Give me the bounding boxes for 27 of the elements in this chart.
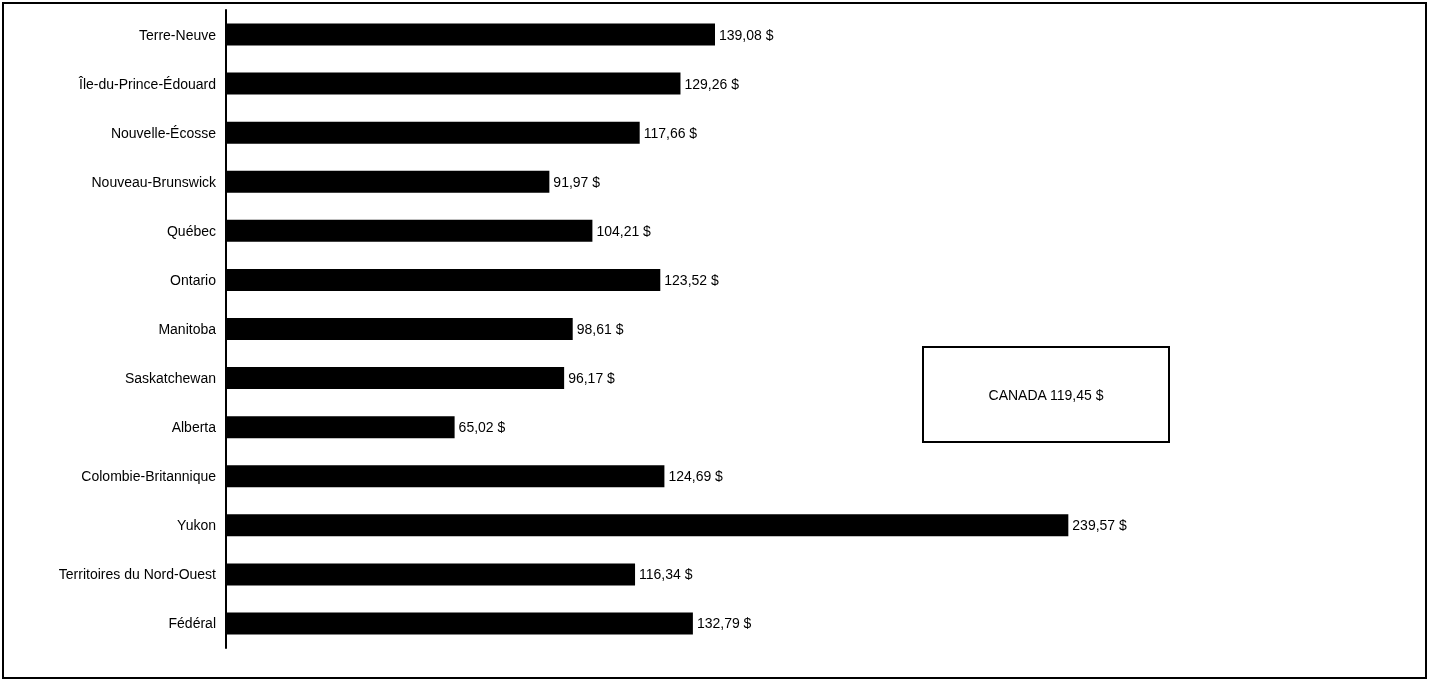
data-label: 117,66 $ bbox=[643, 124, 698, 141]
data-label: 129,26 $ bbox=[684, 75, 740, 92]
y-tick-label: Île-du-Prince-Édouard bbox=[78, 75, 216, 92]
data-label: 98,61 $ bbox=[576, 321, 624, 337]
data-label: 139,08 $ bbox=[719, 26, 774, 43]
y-tick-label: Terre-Neuve bbox=[138, 26, 217, 43]
y-tick-label: Alberta bbox=[171, 419, 217, 436]
y-tick-label: Québec bbox=[166, 222, 216, 239]
y-tick-label: Colombie-Britannique bbox=[81, 468, 217, 485]
data-label: 116,34 $ bbox=[639, 566, 693, 583]
data-label: 91,97 $ bbox=[553, 173, 601, 190]
y-tick-label: Saskatchewan bbox=[124, 370, 216, 387]
y-tick-label: Manitoba bbox=[158, 321, 217, 337]
data-label: 104,21 $ bbox=[596, 222, 652, 239]
y-tick-label: Yukon bbox=[177, 517, 216, 534]
note-box: CANADA 119,45 $ bbox=[922, 346, 1170, 443]
data-label: 132,79 $ bbox=[696, 615, 752, 632]
y-tick-label: Nouveau-Brunswick bbox=[91, 173, 217, 190]
data-label: 124,69 $ bbox=[668, 468, 724, 485]
data-label: 96,17 $ bbox=[568, 370, 616, 387]
y-tick-label: Fédéral bbox=[168, 615, 216, 632]
data-label: 123,52 $ bbox=[664, 271, 720, 288]
data-label: 239,57 $ bbox=[1072, 517, 1128, 534]
data-label: 65,02 $ bbox=[458, 419, 506, 436]
y-tick-label: Territoires du Nord-Ouest bbox=[58, 566, 217, 583]
y-tick-label: Ontario bbox=[170, 271, 217, 288]
y-tick-label: Nouvelle-Écosse bbox=[110, 124, 217, 141]
